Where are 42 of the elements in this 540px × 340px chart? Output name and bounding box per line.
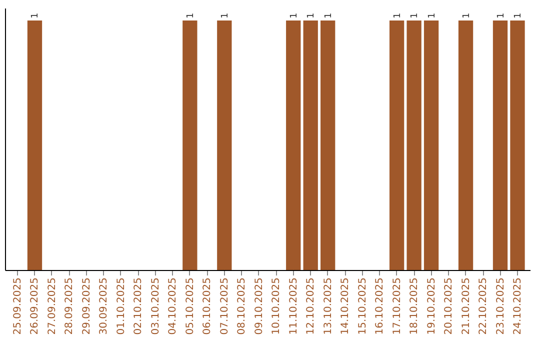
x-tick-label: 05.10.2025 xyxy=(184,278,196,335)
x-tick-label: 06.10.2025 xyxy=(202,278,214,335)
x-tick-label: 20.10.2025 xyxy=(444,278,455,335)
x-tick-label: 29.09.2025 xyxy=(81,278,92,335)
x-tick-label: 21.10.2025 xyxy=(460,278,472,335)
x-tick-label: 04.10.2025 xyxy=(168,278,179,335)
x-tick-label: 11.10.2025 xyxy=(288,278,300,335)
x-tick-label: 26.09.2025 xyxy=(30,278,41,335)
data-label: 1 xyxy=(186,12,196,18)
data-label: 1 xyxy=(392,12,403,18)
x-tick-label: 08.10.2025 xyxy=(236,278,248,335)
data-label: 1 xyxy=(30,12,41,18)
x-tick-label: 15.10.2025 xyxy=(357,278,368,335)
x-tick-label: 28.09.2025 xyxy=(64,278,76,335)
x-tick-label: 17.10.2025 xyxy=(392,278,403,335)
x-tick-label: 25.09.2025 xyxy=(12,278,24,335)
data-label: 1 xyxy=(220,12,230,18)
data-label: 1 xyxy=(410,12,420,18)
data-label: 1 xyxy=(324,12,334,18)
x-tick-label: 09.10.2025 xyxy=(254,278,265,335)
data-label: 1 xyxy=(462,12,472,18)
x-tick-label: 13.10.2025 xyxy=(322,278,334,335)
data-label: 1 xyxy=(496,12,506,18)
x-tick-label: 18.10.2025 xyxy=(409,278,420,335)
x-tick-label: 10.10.2025 xyxy=(271,278,282,335)
data-label: 1 xyxy=(306,12,317,18)
x-tick-label: 30.09.2025 xyxy=(98,278,110,335)
x-tick-label: 01.10.2025 xyxy=(116,278,127,335)
x-tick-label: 19.10.2025 xyxy=(426,278,438,335)
data-label: 1 xyxy=(427,12,438,18)
x-tick-label: 12.10.2025 xyxy=(306,278,317,335)
x-tick-label: 16.10.2025 xyxy=(374,278,386,335)
x-tick-label: 27.09.2025 xyxy=(46,278,58,335)
x-tick-label: 14.10.2025 xyxy=(340,278,352,335)
x-tick-label: 22.10.2025 xyxy=(478,278,490,335)
x-tick-label: 02.10.2025 xyxy=(133,278,144,335)
data-label: 1 xyxy=(514,12,524,18)
data-label: 1 xyxy=(289,12,300,18)
x-tick-label: 03.10.2025 xyxy=(150,278,162,335)
x-tick-label: 07.10.2025 xyxy=(219,278,230,335)
x-tick-label: 23.10.2025 xyxy=(495,278,506,335)
x-tick-label: 24.10.2025 xyxy=(512,278,524,335)
